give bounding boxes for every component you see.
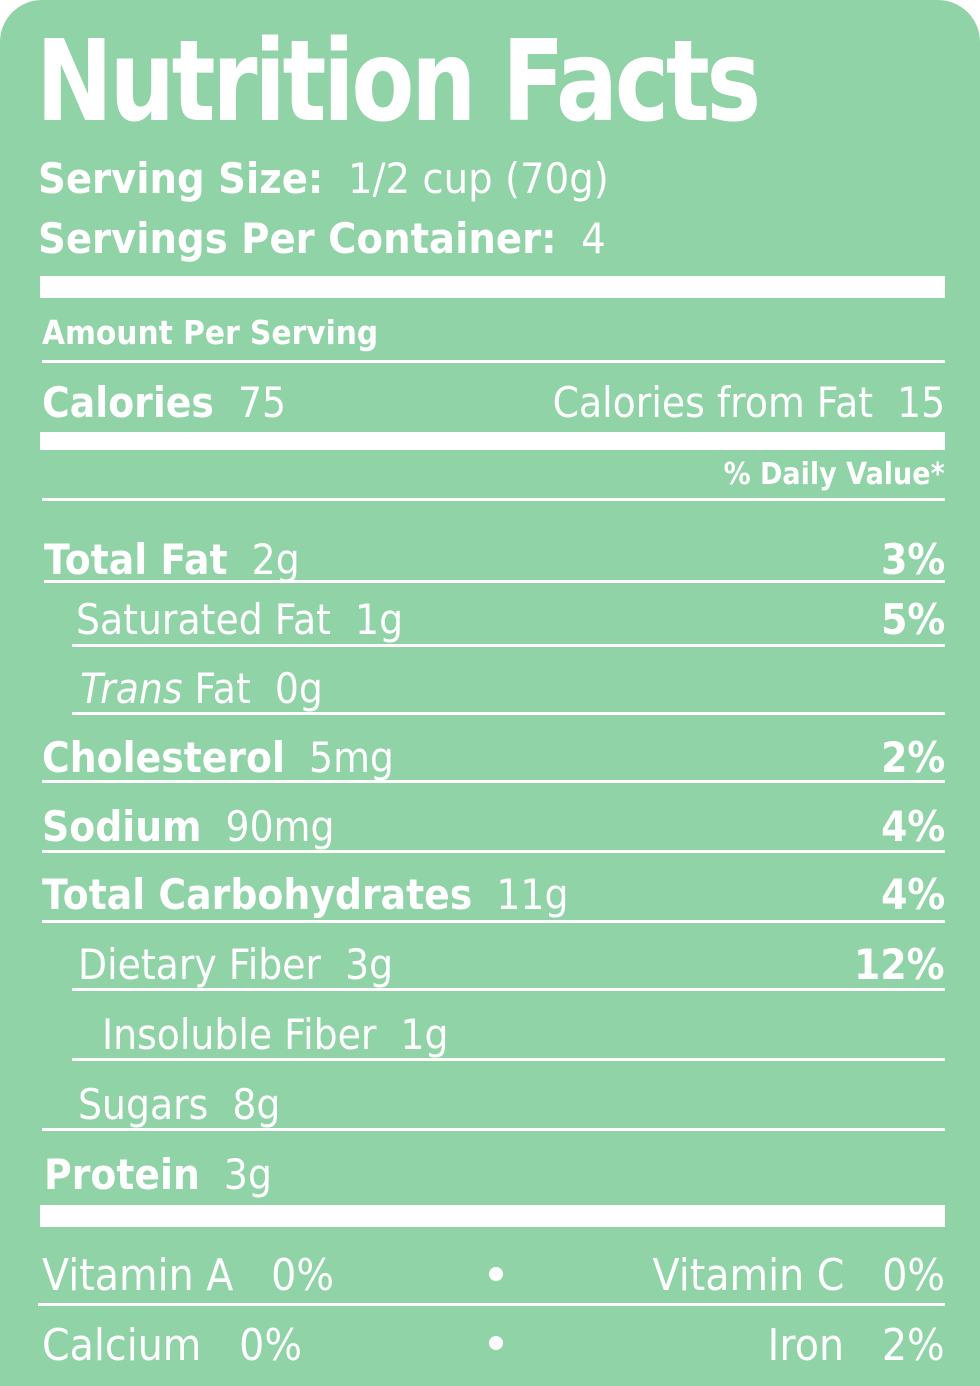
divider xyxy=(42,850,945,853)
nutrient-dv: 2% xyxy=(880,733,945,782)
serving-size-label: Serving Size: xyxy=(38,154,324,203)
calories-label: Calories xyxy=(42,378,214,427)
nutrient-row-sugars: Sugars 8g xyxy=(78,1080,280,1129)
nutrient-label: Total Fat xyxy=(44,535,228,584)
serving-size: Serving Size: 1/2 cup (70g) xyxy=(38,158,609,200)
calories-from-fat-value: 15 xyxy=(896,378,945,427)
label-title: Nutrition Facts xyxy=(36,17,761,147)
nutrient-dv: 12% xyxy=(854,940,945,989)
nutrient-row-insoluble-fiber: Insoluble Fiber 1g xyxy=(102,1010,449,1059)
daily-value-header: % Daily Value* xyxy=(723,457,945,492)
vitamin-value: 0% xyxy=(239,1320,302,1371)
nutrient-label: Fat xyxy=(194,664,251,713)
thick-divider-top xyxy=(40,276,945,298)
divider xyxy=(44,580,945,583)
thick-divider-middle xyxy=(40,432,945,450)
nutrient-row-dietary-fiber: Dietary Fiber 3g xyxy=(78,940,393,989)
vitamin-label: Calcium xyxy=(42,1320,202,1371)
divider xyxy=(42,1128,945,1131)
divider xyxy=(42,780,945,783)
nutrient-row-total-carbohydrates: Total Carbohydrates 11g xyxy=(42,870,568,919)
nutrient-label: Protein xyxy=(44,1150,200,1199)
nutrient-label: Dietary Fiber xyxy=(78,940,322,989)
nutrient-amount: 3g xyxy=(345,940,394,989)
nutrient-label: Sugars xyxy=(78,1080,209,1129)
nutrient-dv: 4% xyxy=(880,870,945,919)
nutrient-label: Cholesterol xyxy=(42,733,285,782)
divider xyxy=(38,1303,945,1306)
nutrient-label: Total Carbohydrates xyxy=(42,870,473,919)
nutrient-row-saturated-fat: Saturated Fat 1g xyxy=(76,595,403,644)
vitamin-label: Iron xyxy=(767,1320,845,1371)
vitamin-value: 0% xyxy=(882,1250,945,1301)
nutrient-amount: 2g xyxy=(251,535,300,584)
vitamin-label: Vitamin A xyxy=(42,1250,234,1301)
vitamin-c: Vitamin C 0% xyxy=(652,1250,945,1301)
nutrient-dv: 3% xyxy=(880,535,945,584)
divider xyxy=(42,920,945,923)
nutrient-amount: 1g xyxy=(355,595,404,644)
vitamin-value: 2% xyxy=(882,1320,945,1371)
calories-from-fat-label: Calories from Fat xyxy=(552,378,873,427)
nutrient-amount: 90mg xyxy=(225,802,335,851)
nutrient-row-protein: Protein 3g xyxy=(44,1150,272,1199)
nutrient-amount: 8g xyxy=(232,1080,281,1129)
nutrient-dv: 5% xyxy=(880,595,945,644)
thick-divider-bottom xyxy=(40,1205,945,1227)
nutrient-label: Insoluble Fiber xyxy=(102,1010,377,1059)
iron: Iron 2% xyxy=(768,1320,945,1371)
divider xyxy=(72,1058,945,1061)
servings-per-container-label: Servings Per Container: xyxy=(38,214,557,263)
serving-size-value: 1/2 cup (70g) xyxy=(347,154,609,203)
bullet-dot-icon xyxy=(489,1267,503,1281)
amount-per-serving: Amount Per Serving xyxy=(42,313,379,352)
nutrient-row-trans-fat: Trans Fat 0g xyxy=(80,664,323,713)
nutrient-amount: 3g xyxy=(223,1150,272,1199)
divider xyxy=(72,988,945,991)
nutrient-dv: 4% xyxy=(880,802,945,851)
nutrient-row-cholesterol: Cholesterol 5mg xyxy=(42,733,394,782)
divider xyxy=(72,644,945,647)
calories-row: Calories 75 xyxy=(42,378,286,427)
nutrient-amount: 0g xyxy=(274,664,323,713)
nutrient-label: Saturated Fat xyxy=(76,595,331,644)
nutrient-row-total-fat: Total Fat 2g xyxy=(44,535,300,584)
divider xyxy=(42,360,945,363)
divider xyxy=(72,712,945,715)
servings-per-container-value: 4 xyxy=(581,214,606,263)
calcium: Calcium 0% xyxy=(42,1320,302,1371)
vitamin-label: Vitamin C xyxy=(652,1250,845,1301)
nutrient-label-italic: Trans xyxy=(80,664,183,713)
servings-per-container: Servings Per Container: 4 xyxy=(38,218,606,260)
vitamin-a: Vitamin A 0% xyxy=(42,1250,334,1301)
nutrient-amount: 5mg xyxy=(309,733,394,782)
divider xyxy=(42,498,945,501)
calories-value: 75 xyxy=(237,378,287,427)
vitamin-value: 0% xyxy=(271,1250,334,1301)
nutrient-amount: 1g xyxy=(400,1010,449,1059)
nutrient-label: Sodium xyxy=(42,802,202,851)
nutrient-amount: 11g xyxy=(496,870,569,919)
nutrient-row-sodium: Sodium 90mg xyxy=(42,802,334,851)
calories-from-fat: Calories from Fat 15 xyxy=(552,378,945,427)
bullet-dot-icon xyxy=(489,1336,503,1350)
